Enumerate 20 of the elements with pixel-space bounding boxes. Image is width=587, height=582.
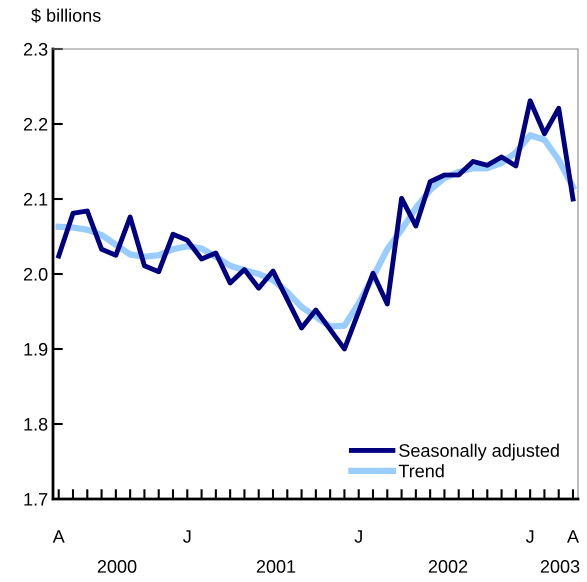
- x-tick-label: J: [183, 530, 190, 543]
- y-tick-label: 2.3: [24, 42, 48, 56]
- text: 2003: [540, 560, 580, 573]
- y-tick-label: 2.2: [24, 118, 48, 131]
- y-tick-label: 2.1: [24, 192, 48, 206]
- x-tick-label: A: [567, 530, 579, 543]
- x-tick-label: J: [354, 530, 362, 543]
- y-tick-label: 2.0: [24, 268, 48, 281]
- y-tick-label: 1.7: [24, 493, 48, 506]
- y-tick-label: 1.8: [24, 418, 48, 431]
- x-tick-label: A: [52, 530, 65, 543]
- legend-label: Seasonally adjusted: [399, 444, 559, 460]
- y-axis-title: $ billions: [31, 8, 101, 23]
- text: 2002: [428, 560, 468, 573]
- text: 2001: [256, 560, 296, 573]
- legend-label: Trend: [398, 464, 444, 478]
- text: 2000: [98, 560, 136, 573]
- line-series: [56, 98, 576, 352]
- x-tick-label: J: [526, 530, 534, 543]
- y-tick-label: 1.9: [24, 342, 48, 356]
